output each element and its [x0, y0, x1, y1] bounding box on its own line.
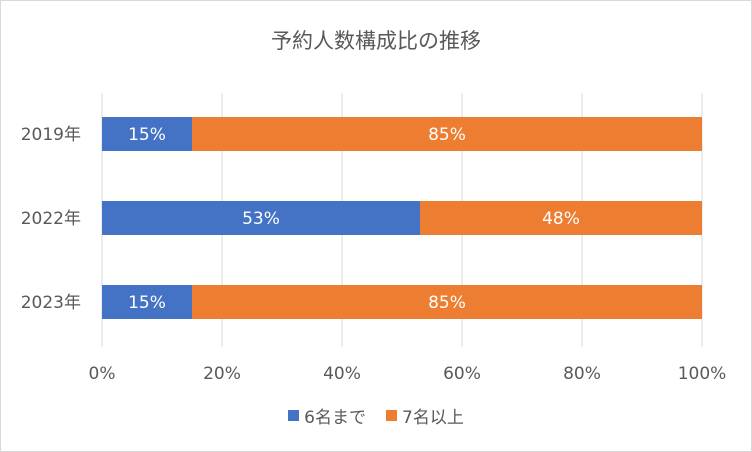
bar-segment	[102, 201, 420, 235]
data-label: 15%	[128, 293, 166, 313]
data-label: 48%	[542, 209, 580, 229]
bar-segment	[420, 201, 702, 235]
legend-swatch	[386, 410, 397, 421]
x-tick-label: 0%	[89, 364, 116, 384]
legend-swatch	[288, 410, 300, 421]
data-label: 15%	[128, 125, 166, 145]
x-tick-label: 20%	[203, 364, 241, 384]
chart-title: 予約人数構成比の推移	[271, 29, 481, 53]
category-label: 2019年	[21, 125, 81, 145]
data-label: 85%	[428, 125, 466, 145]
bar-segment	[192, 285, 702, 319]
x-tick-label: 100%	[678, 364, 727, 384]
x-tick-label: 80%	[563, 364, 601, 384]
bar-segment	[102, 117, 192, 151]
bar-segment	[102, 285, 192, 319]
x-tick-label: 40%	[323, 364, 361, 384]
data-label: 53%	[242, 209, 280, 229]
data-label: 85%	[428, 293, 466, 313]
legend-item: 6名まで	[288, 403, 366, 428]
x-tick-label: 60%	[443, 364, 481, 384]
legend: 6名まで 7名以上	[1, 403, 751, 428]
category-label: 2023年	[21, 293, 81, 313]
legend-label: 7名以上	[402, 408, 464, 428]
category-label: 2022年	[21, 209, 81, 229]
legend-label: 6名まで	[304, 408, 366, 428]
bar-segment	[192, 117, 702, 151]
legend-item: 7名以上	[386, 403, 464, 428]
